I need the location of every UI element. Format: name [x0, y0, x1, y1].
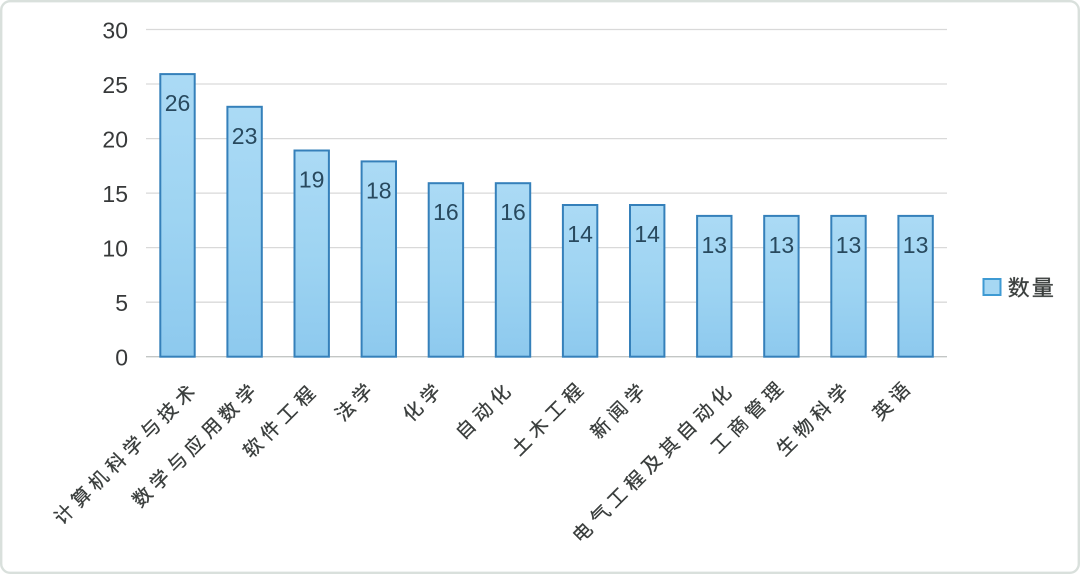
- svg-text:14: 14: [567, 221, 593, 247]
- svg-text:15: 15: [102, 181, 128, 207]
- svg-text:25: 25: [102, 72, 128, 98]
- svg-text:23: 23: [232, 123, 258, 149]
- svg-text:30: 30: [102, 18, 128, 44]
- svg-text:16: 16: [433, 199, 459, 225]
- svg-text:13: 13: [702, 232, 728, 258]
- svg-text:13: 13: [769, 232, 795, 258]
- svg-text:0: 0: [115, 345, 128, 371]
- svg-text:18: 18: [366, 177, 392, 203]
- svg-text:19: 19: [299, 167, 325, 193]
- svg-text:13: 13: [903, 232, 929, 258]
- svg-text:20: 20: [102, 127, 128, 153]
- svg-text:16: 16: [500, 199, 526, 225]
- svg-text:13: 13: [836, 232, 862, 258]
- svg-text:10: 10: [102, 236, 128, 262]
- svg-text:5: 5: [115, 290, 128, 316]
- svg-text:14: 14: [634, 221, 660, 247]
- svg-text:26: 26: [165, 90, 191, 116]
